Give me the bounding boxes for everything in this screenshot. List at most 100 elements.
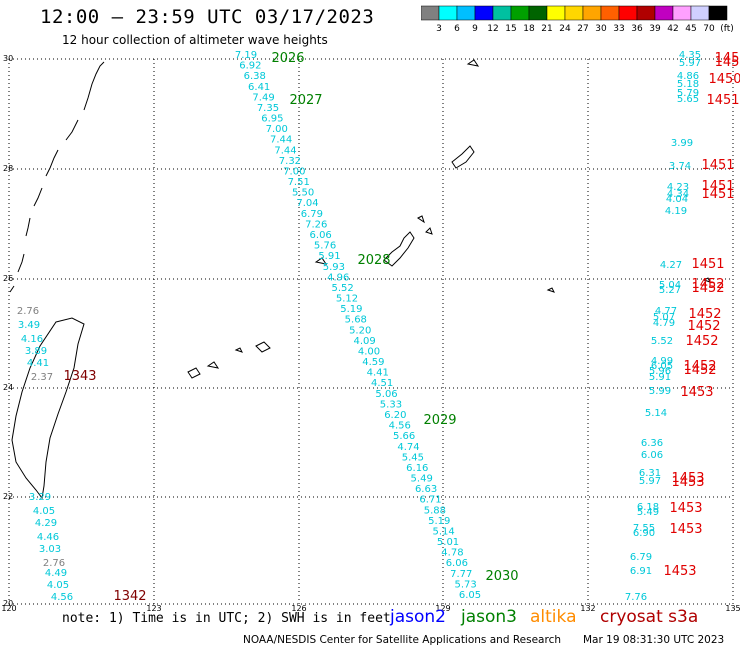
scale-tick-label: 27 xyxy=(577,24,588,34)
swh-value: 5.27 xyxy=(659,285,681,296)
swh-value: 4.04 xyxy=(666,194,688,205)
swh-value: 7.00 xyxy=(283,166,305,177)
swh-value: 7.55 xyxy=(633,523,655,534)
pass-label: 1452 xyxy=(687,319,720,334)
lat-label: 20 xyxy=(3,599,13,608)
pass-label: 2027 xyxy=(289,93,322,108)
lat-label: 28 xyxy=(3,164,13,173)
swh-value: 7.26 xyxy=(305,219,327,230)
pass-label: 1453 xyxy=(669,522,702,537)
lon-label: 129 xyxy=(435,604,450,613)
swh-value: 3.29 xyxy=(29,492,51,503)
credit-text: NOAA/NESDIS Center for Satellite Applica… xyxy=(243,634,561,646)
scale-tick-label: 45 xyxy=(685,24,696,34)
lon-label: 126 xyxy=(291,604,306,613)
swh-value: 6.71 xyxy=(419,495,441,506)
scale-tick-label: 33 xyxy=(613,24,624,34)
swh-value: 5.65 xyxy=(677,94,699,105)
swh-value: 6.06 xyxy=(641,450,663,461)
swh-value: 4.79 xyxy=(653,318,675,329)
swh-value: 5.93 xyxy=(323,262,345,273)
coastline xyxy=(255,341,271,353)
scale-tick-label: 3 xyxy=(436,24,442,34)
swh-value: 2.76 xyxy=(17,306,39,317)
swh-value: 4.46 xyxy=(37,532,59,543)
coastline xyxy=(466,59,480,67)
coastline xyxy=(546,287,555,293)
swh-value: 5.07 xyxy=(653,312,675,323)
coastline xyxy=(314,257,328,265)
swh-value: 5.96 xyxy=(649,366,671,377)
swh-value: 4.41 xyxy=(367,368,389,379)
units-note: note: 1) Time is in UTC; 2) SWH is in fe… xyxy=(62,611,391,626)
swh-value: 7.35 xyxy=(257,103,279,114)
swh-value: 5.12 xyxy=(336,294,358,305)
swh-value: 5.50 xyxy=(292,188,314,199)
lat-label: 24 xyxy=(3,383,13,392)
pass-label: 2029 xyxy=(423,413,456,428)
swh-value: 4.27 xyxy=(660,260,682,271)
coastline xyxy=(206,361,220,369)
scale-tick-label: 15 xyxy=(505,24,516,34)
swh-value: 5.73 xyxy=(454,579,476,590)
swh-value: 4.19 xyxy=(665,206,687,217)
coastlines xyxy=(9,59,711,500)
swh-value: 3.89 xyxy=(25,346,47,357)
swh-value: 4.00 xyxy=(358,346,380,357)
pass-label: 1450 xyxy=(708,72,740,87)
scale-tick-label: 36 xyxy=(631,24,643,34)
scale-tick-label: 30 xyxy=(595,24,607,34)
swh-value: 4.99 xyxy=(651,356,673,367)
swh-value: 4.77 xyxy=(655,306,677,317)
lat-label: 22 xyxy=(3,492,13,501)
pass-label: 1452 xyxy=(683,363,716,378)
scale-tick-label: 9 xyxy=(472,24,478,34)
lon-label: 120 xyxy=(1,604,16,613)
swh-value: 4.96 xyxy=(327,272,349,283)
swh-value: 6.41 xyxy=(248,82,270,93)
swh-value: 7.32 xyxy=(279,156,301,167)
map-subtitle: 12 hour collection of altimeter wave hei… xyxy=(62,33,328,47)
swh-value: 4.78 xyxy=(441,548,463,559)
pass-label: 1451 xyxy=(706,93,739,108)
swh-value: 5.99 xyxy=(649,386,671,397)
pass-label: 1453 xyxy=(671,471,704,486)
swh-value: 4.41 xyxy=(27,358,49,369)
swh-value: 3.49 xyxy=(18,320,40,331)
swh-value: 7.49 xyxy=(252,92,274,103)
swh-value: 5.49 xyxy=(411,474,433,485)
swh-value: 4.49 xyxy=(45,568,67,579)
swh-value: 5.18 xyxy=(677,79,699,90)
pass-label: 1451 xyxy=(691,257,724,272)
swh-value: 4.86 xyxy=(677,71,699,82)
legend-cryosat-s3a: cryosat s3a xyxy=(600,607,699,627)
swh-value: 5.88 xyxy=(424,505,446,516)
swh-value: 5.14 xyxy=(433,526,455,537)
swh-value: 4.51 xyxy=(371,378,393,389)
swh-value: 3.74 xyxy=(669,161,691,172)
swh-value: 6.06 xyxy=(446,558,468,569)
swh-value: 7.76 xyxy=(625,592,647,603)
swh-value: 4.35 xyxy=(679,50,701,61)
swh-value: 5.33 xyxy=(380,399,402,410)
swh-value: 3.99 xyxy=(671,138,693,149)
swh-value: 5.49 xyxy=(637,507,659,518)
scale-tick-label: 18 xyxy=(523,24,535,34)
swh-value: 4.05 xyxy=(47,580,69,591)
lat-label: 26 xyxy=(3,274,13,283)
coastline xyxy=(187,367,201,379)
swh-value: 5.97 xyxy=(639,476,661,487)
pass-label: 1452 xyxy=(685,334,718,349)
coastline xyxy=(11,317,85,500)
coastline xyxy=(9,61,105,293)
pass-label: 145 xyxy=(715,51,740,66)
coastline xyxy=(417,215,425,224)
pass-label: 1343 xyxy=(63,369,96,384)
coastline xyxy=(234,347,243,353)
pass-label: 1342 xyxy=(113,589,146,604)
pass-label: 2026 xyxy=(271,51,304,66)
swh-value: 6.63 xyxy=(415,484,437,495)
swh-value: 6.05 xyxy=(651,361,673,372)
swh-value: 6.79 xyxy=(301,209,323,220)
